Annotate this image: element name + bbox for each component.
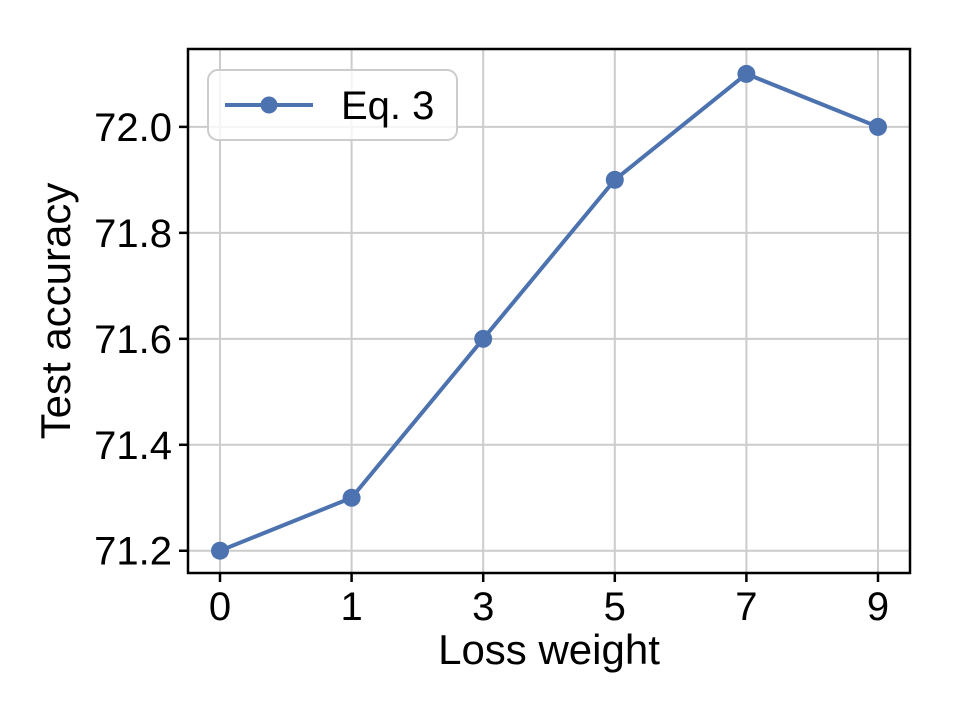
y-tick-label: 71.8 [94,212,172,256]
data-point-marker [342,488,361,507]
x-tick-label: 9 [867,585,889,629]
legend-label: Eq. 3 [341,84,434,128]
y-tick-label: 72.0 [94,106,172,150]
x-tick-label: 0 [209,585,231,629]
data-point-marker [605,170,624,189]
legend-marker-icon [260,96,278,114]
legend-box [207,69,458,141]
series-group [211,64,887,560]
x-tick-label: 7 [735,585,757,629]
x-axis: 0 1 3 5 7 9 [209,573,889,629]
y-axis: 71.2 71.4 71.6 71.8 72.0 [94,106,188,574]
y-tick-label: 71.4 [94,424,172,468]
x-tick-label: 3 [472,585,494,629]
y-axis-label: Test accuracy [32,183,79,440]
y-tick-label: 71.6 [94,318,172,362]
legend: Eq. 3 [207,69,458,141]
series-line [218,71,880,553]
x-tick-label: 1 [340,585,362,629]
data-point-marker [869,117,887,136]
y-tick-label: 71.2 [94,530,172,574]
plot-border [186,47,912,575]
data-point-marker [737,64,756,83]
data-point-marker [474,329,493,348]
data-point-marker [211,541,229,560]
x-tick-label: 5 [604,585,626,629]
x-axis-label: Loss weight [438,626,660,673]
